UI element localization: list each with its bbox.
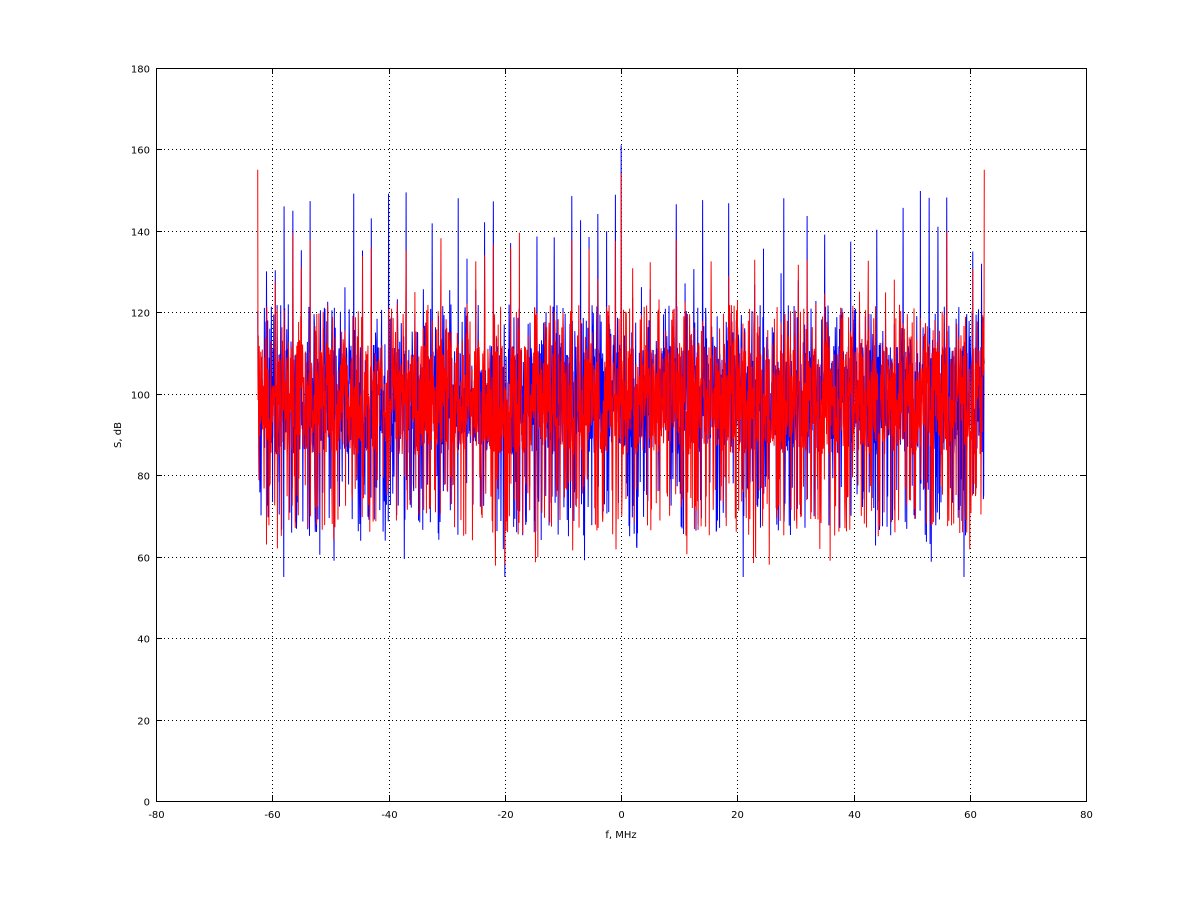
x-tick-label: -20 bbox=[497, 810, 513, 821]
y-tick-label: 20 bbox=[137, 717, 150, 728]
y-tick-label: 180 bbox=[131, 65, 150, 76]
x-tick-label: 80 bbox=[1080, 810, 1093, 821]
y-axis-label: S, dB bbox=[113, 422, 124, 448]
y-tick-label: 140 bbox=[131, 228, 150, 239]
y-tick-label: 100 bbox=[131, 391, 150, 402]
x-tick-label: -80 bbox=[148, 810, 164, 821]
x-tick-label: 40 bbox=[848, 810, 861, 821]
x-tick-label: -60 bbox=[264, 810, 280, 821]
y-tick-label: 0 bbox=[144, 798, 150, 809]
y-tick-label: 40 bbox=[137, 635, 150, 646]
y-tick-label: 160 bbox=[131, 146, 150, 157]
ticks: -80 -60 -40 -20 0 20 40 60 80 0 20 40 60 80 100 120 140 1… bbox=[131, 65, 1093, 822]
x-tick-label: 20 bbox=[731, 810, 744, 821]
series-line-red bbox=[257, 169, 985, 566]
y-tick-label: 60 bbox=[137, 554, 150, 565]
y-tick-label: 120 bbox=[131, 309, 150, 320]
x-tick-label: 60 bbox=[964, 810, 977, 821]
y-tick-label: 80 bbox=[137, 472, 150, 483]
x-axis-label: f, MHz bbox=[605, 830, 636, 841]
series-group bbox=[257, 145, 985, 578]
x-tick-label: -40 bbox=[381, 810, 397, 821]
x-tick-label: 0 bbox=[618, 810, 624, 821]
